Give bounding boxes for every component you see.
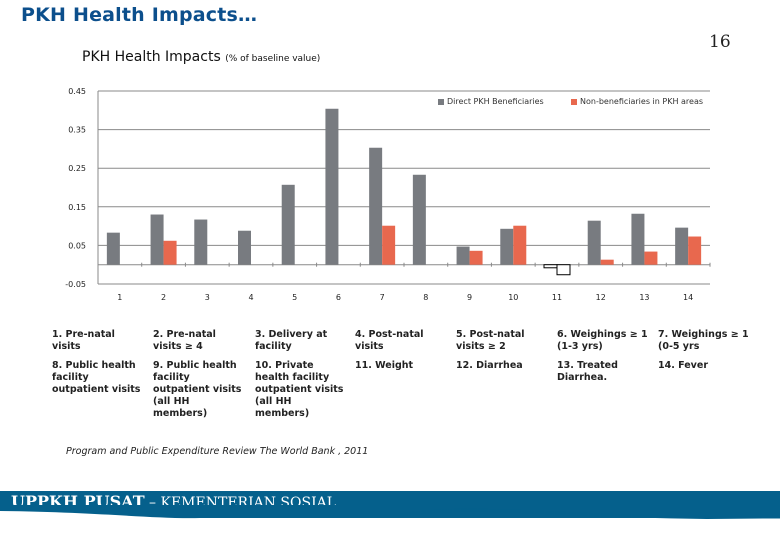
slide-title: PKH Health Impacts… (21, 4, 258, 26)
y-tick-label: -0.05 (65, 280, 86, 289)
bar-non-12 (600, 259, 614, 265)
wave-line (399, 508, 780, 518)
definition-item: 11. Weight (355, 360, 414, 371)
bar-non-14 (688, 236, 702, 265)
y-tick-label: 0.35 (68, 126, 86, 135)
bar-direct-4 (238, 230, 251, 265)
definition-item: 3. Delivery at facility (255, 329, 328, 352)
bar-direct-5 (281, 184, 295, 265)
x-tick-label: 3 (205, 293, 210, 302)
y-tick-label: 0.25 (68, 164, 86, 173)
legend-item-direct: Direct PKH Beneficiaries (438, 97, 544, 106)
bar-direct-1 (106, 232, 120, 265)
x-tick-label: 1 (117, 293, 122, 302)
legend-label-non: Non-beneficiaries in PKH areas (580, 97, 704, 106)
definition-item: 5. Post-natal visits ≥ 2 (456, 329, 525, 352)
y-tick-label: 0.45 (68, 87, 86, 96)
definition-item: 4. Post-natal visits (355, 329, 424, 352)
x-tick-label: 11 (552, 293, 562, 302)
y-tick-label: 0.15 (68, 203, 86, 212)
legend-label-direct: Direct PKH Beneficiaries (447, 97, 544, 106)
definition-item: 7. Weighings ≥ 1 (0-5 yrs (658, 329, 749, 352)
chart-title: PKH Health Impacts (% of baseline value) (82, 49, 320, 65)
x-tick-label: 2 (161, 293, 166, 302)
x-tick-label: 9 (467, 293, 472, 302)
legend-item-non: Non-beneficiaries in PKH areas (571, 97, 703, 106)
wave-shape (0, 505, 780, 519)
legend-swatch-non (571, 98, 577, 105)
page-number: 16 (709, 32, 731, 52)
definition-item: 1. Pre-natal visits (52, 329, 115, 352)
chart-title-main: PKH Health Impacts (82, 49, 221, 65)
x-tick-label: 4 (248, 293, 253, 302)
bar-direct-12 (587, 220, 601, 265)
bar-non-11 (556, 264, 571, 276)
bar-direct-6 (325, 108, 339, 265)
definition-item: 9. Public health facility outpatient vis… (153, 360, 242, 419)
bar-direct-8 (412, 174, 426, 265)
chart-subtitle: (% of baseline value) (225, 54, 321, 64)
x-tick-label: 5 (292, 293, 297, 302)
y-tick-label: 0.05 (68, 241, 86, 250)
bar-non-9 (469, 250, 483, 265)
bar-direct-2 (150, 214, 164, 265)
definition-item: 14. Fever (658, 360, 709, 371)
bar-direct-13 (631, 213, 645, 265)
x-tick-label: 14 (683, 293, 693, 302)
bar-direct-10 (500, 228, 514, 265)
definition-item: 12. Diarrhea (456, 360, 523, 371)
x-tick-label: 12 (596, 293, 606, 302)
definition-item: 10. Private health facility outpatient v… (255, 360, 344, 419)
x-tick-label: 8 (423, 293, 428, 302)
x-tick-label: 7 (380, 293, 385, 302)
wave-line (399, 510, 780, 519)
bar-non-10 (513, 225, 527, 265)
source-citation: Program and Public Expenditure Review Th… (66, 446, 369, 457)
bar-chart: 0.450.350.250.150.05-0.051 2 3 4 5 6 7 8 9 10 11 12… (65, 87, 711, 302)
bar-non-7 (382, 225, 396, 265)
x-tick-label: 10 (508, 293, 518, 302)
bar-direct-11 (543, 264, 558, 269)
definition-item: 13. Treated Diarrhea. (557, 360, 618, 383)
bar-direct-3 (194, 219, 208, 265)
definition-item: 2. Pre-natal visits ≥ 4 (153, 329, 216, 352)
bar-non-13 (644, 251, 658, 265)
legend-swatch-direct (438, 98, 444, 105)
x-tick-label: 13 (639, 293, 649, 302)
bar-direct-7 (369, 147, 383, 265)
definition-item: 6. Weighings ≥ 1 (1-3 yrs) (557, 329, 648, 352)
x-tick-label: 6 (336, 293, 341, 302)
bar-non-2 (163, 240, 177, 265)
bar-direct-14 (675, 227, 689, 265)
definition-item: 8. Public health facility outpatient vis… (52, 360, 141, 395)
footer-wave-decoration (0, 505, 780, 519)
bar-direct-9 (456, 246, 470, 265)
